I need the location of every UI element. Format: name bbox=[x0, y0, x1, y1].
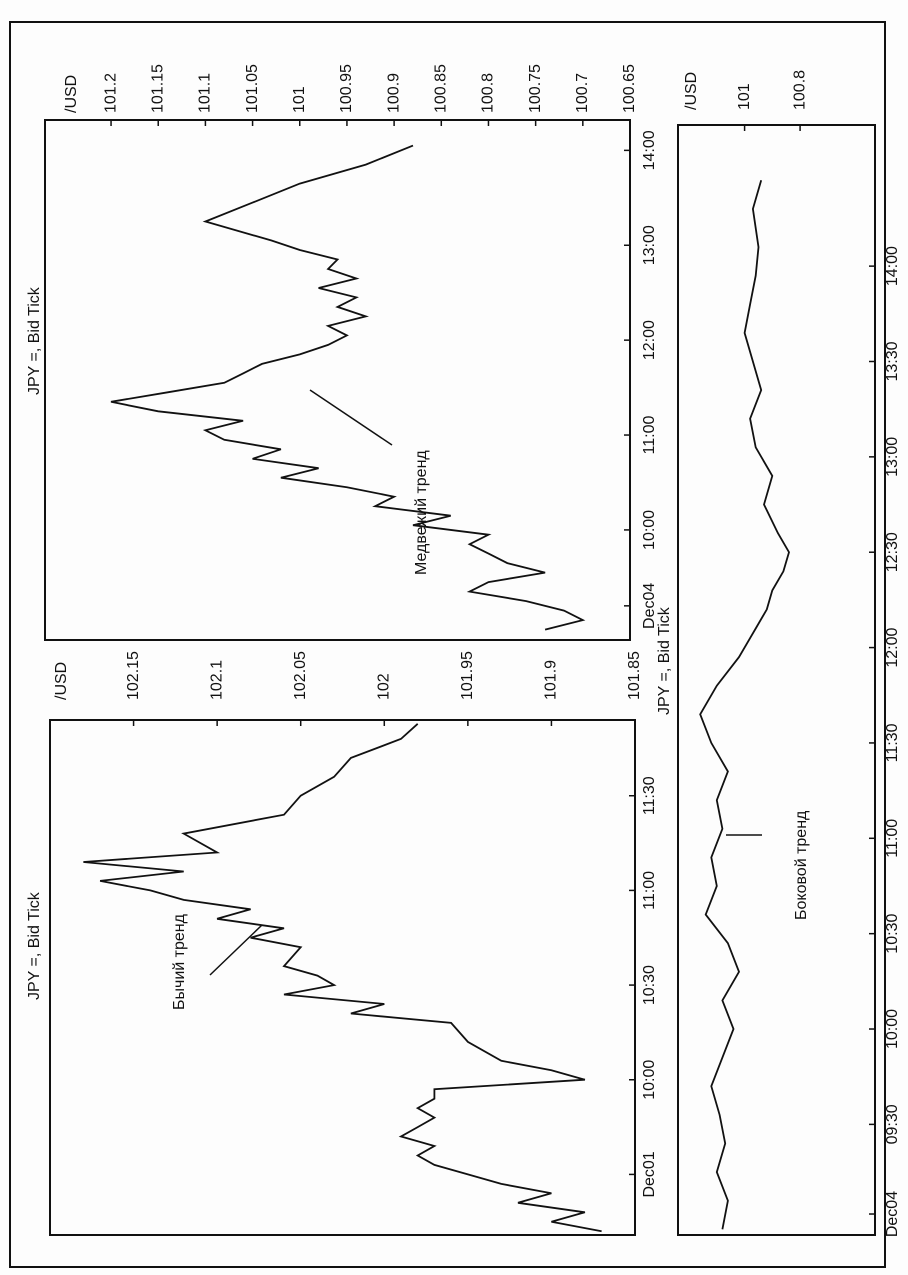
y-tick-label: 101.15 bbox=[149, 64, 166, 113]
y-tick-label: 102.15 bbox=[125, 651, 142, 700]
plot-frame bbox=[49, 719, 636, 1236]
x-tick-label: 13:00 bbox=[884, 437, 901, 477]
y-tick-label: 101.9 bbox=[543, 660, 560, 700]
y-tick-label: 100.85 bbox=[433, 64, 450, 113]
y-tick-label: 100.75 bbox=[527, 64, 544, 113]
y-tick-label: 102.1 bbox=[208, 660, 225, 700]
y-unit: /USD bbox=[63, 75, 80, 113]
annotation-arrow bbox=[209, 924, 263, 976]
chart-title: JPY =, Bid Tick bbox=[656, 606, 673, 715]
annotation-arrow bbox=[309, 389, 393, 446]
x-tick-label: 14:00 bbox=[884, 246, 901, 286]
x-tick-label: 11:00 bbox=[641, 871, 658, 910]
x-tick-label: Dec01 bbox=[641, 1151, 658, 1197]
x-tick-label: 13:00 bbox=[641, 225, 658, 265]
price-line bbox=[110, 144, 586, 631]
y-tick-label: 101.95 bbox=[459, 651, 476, 700]
plot-frame bbox=[44, 119, 631, 641]
x-tick-label: 14:00 bbox=[641, 130, 658, 170]
x-tick-label: 11:30 bbox=[884, 723, 901, 762]
x-tick-label: 09:30 bbox=[884, 1104, 901, 1144]
x-tick-label: 10:00 bbox=[884, 1009, 901, 1049]
y-tick-label: 101.85 bbox=[626, 651, 643, 700]
annotation: Боковой тренд bbox=[793, 810, 810, 920]
y-tick-label: 102.05 bbox=[292, 651, 309, 700]
x-tick-label: 12:00 bbox=[884, 627, 901, 667]
x-tick-label: 13:30 bbox=[884, 341, 901, 381]
x-tick-label: 10:00 bbox=[641, 510, 658, 550]
y-tick-label: 101.2 bbox=[102, 73, 119, 113]
x-tick-label: 10:30 bbox=[641, 965, 658, 1005]
y-tick-label: 100.9 bbox=[385, 73, 402, 113]
annotation: Бычий тренд bbox=[171, 913, 188, 1010]
x-tick-label: 11:30 bbox=[641, 776, 658, 815]
y-tick-label: 100.65 bbox=[621, 64, 638, 113]
x-tick-label: 11:00 bbox=[641, 416, 658, 455]
x-tick-label: 12:00 bbox=[641, 320, 658, 360]
plot-frame bbox=[677, 124, 876, 1236]
price-line bbox=[699, 180, 790, 1230]
price-line bbox=[83, 723, 602, 1233]
x-tick-label: 10:00 bbox=[641, 1060, 658, 1100]
y-tick-label: 100.7 bbox=[574, 73, 591, 113]
page-frame bbox=[9, 21, 886, 1268]
x-tick-label: 11:00 bbox=[884, 819, 901, 858]
x-tick-label: Dec04 bbox=[641, 583, 658, 629]
x-tick-label: Dec04 bbox=[884, 1191, 901, 1237]
y-unit: /USD bbox=[683, 72, 700, 110]
y-tick-label: 102 bbox=[376, 673, 393, 700]
y-tick-label: 101 bbox=[736, 83, 753, 110]
y-tick-label: 100.8 bbox=[480, 73, 497, 113]
chart-title: JPY =, Bid Tick bbox=[26, 891, 43, 1000]
x-tick-label: 10:30 bbox=[884, 914, 901, 954]
annotation: Медвежий тренд bbox=[413, 450, 430, 575]
x-tick-label: 12:30 bbox=[884, 532, 901, 572]
rotated-page: JPY =, Bid Tick/USD 102.15 102.1 102.05 102 1… bbox=[9, 21, 901, 1268]
y-tick-label: 100.95 bbox=[338, 64, 355, 113]
y-tick-label: 100.8 bbox=[791, 70, 808, 110]
y-unit: /USD bbox=[53, 662, 70, 700]
chart-title: JPY =, Bid Tick bbox=[26, 286, 43, 395]
y-tick-label: 101 bbox=[291, 86, 308, 113]
y-tick-label: 101.05 bbox=[244, 64, 261, 113]
y-tick-label: 101.1 bbox=[197, 73, 214, 113]
